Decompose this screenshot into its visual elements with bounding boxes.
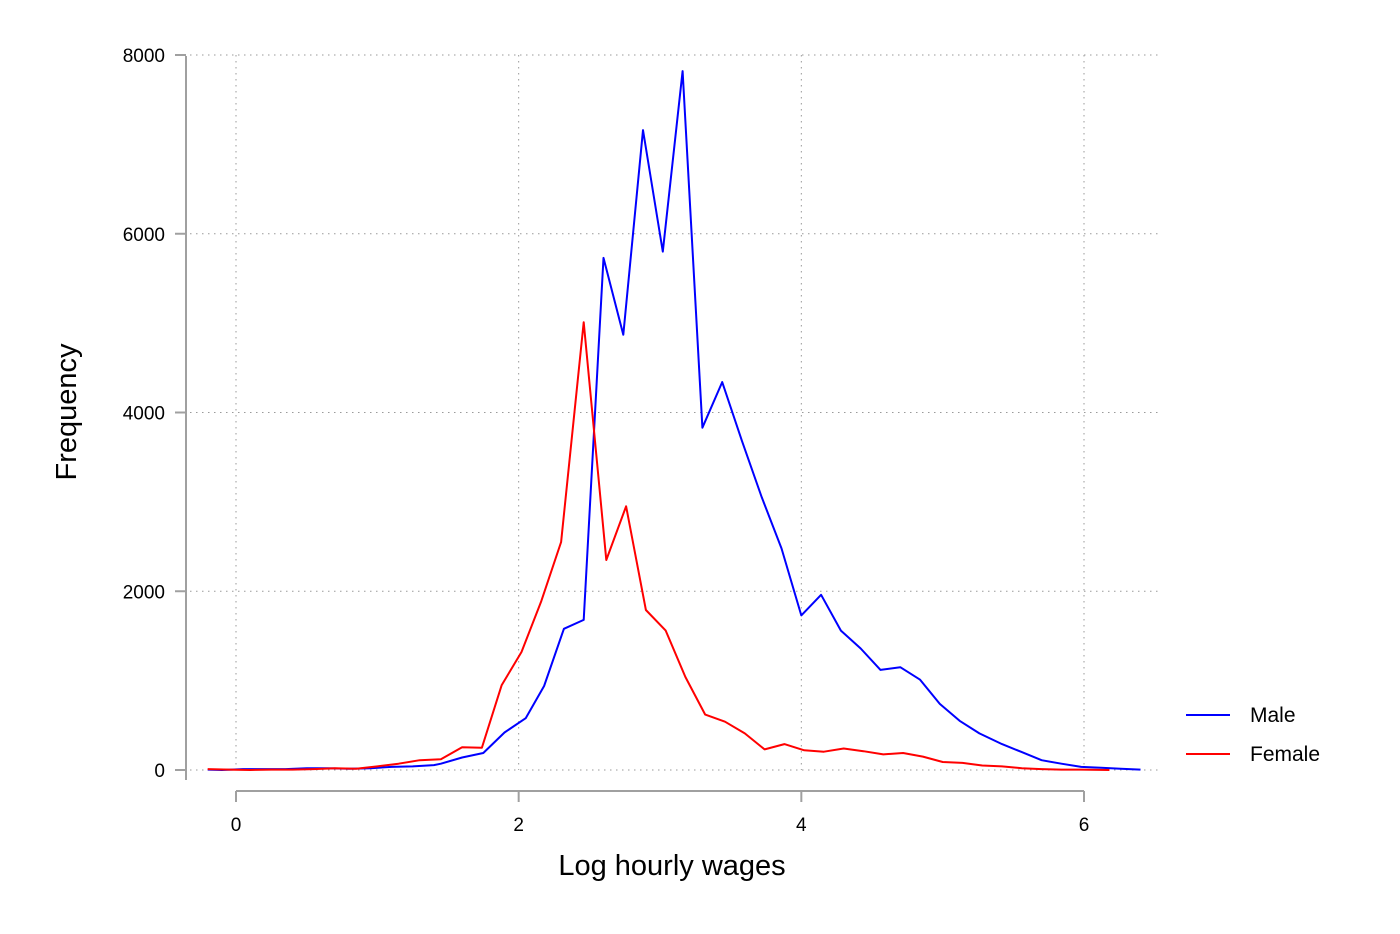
x-tick-label: 2 [513, 815, 524, 836]
legend-label-female: Female [1250, 743, 1320, 766]
series-line-male [207, 70, 1141, 771]
x-tick-label: 0 [231, 815, 242, 836]
axes [175, 54, 1085, 802]
gridlines [190, 54, 1158, 771]
y-tick-label: 4000 [123, 404, 165, 425]
series-line-female [207, 321, 1110, 771]
y-tick-label: 0 [154, 761, 165, 782]
tick-labels: 0 2000 4000 6000 8000 0 2 4 6 [123, 46, 1090, 836]
x-tick-label: 6 [1079, 815, 1090, 836]
x-tick-label: 4 [796, 815, 807, 836]
y-tick-label: 6000 [123, 225, 165, 246]
legend-label-male: Male [1250, 704, 1296, 727]
series-lines [207, 70, 1141, 771]
y-tick-label: 8000 [123, 46, 165, 67]
y-axis-title: Frequency [51, 343, 83, 481]
legend: Male Female [1186, 704, 1320, 766]
x-axis-title: Log hourly wages [558, 850, 785, 882]
y-tick-label: 2000 [123, 582, 165, 603]
